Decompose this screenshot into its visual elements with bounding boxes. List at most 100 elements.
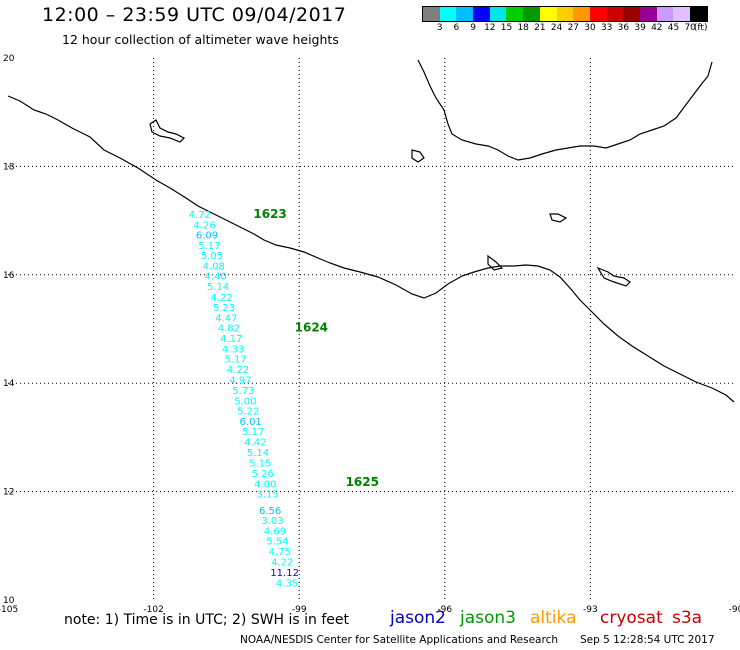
wave-height-value: 4.97: [229, 376, 251, 387]
colorbar-label: 36: [617, 23, 630, 33]
colorbar-swatch: [656, 7, 674, 21]
credit-text: NOAA/NESDIS Center for Satellite Applica…: [240, 634, 558, 646]
wave-height-value: 4.17: [220, 334, 242, 345]
wave-height-value: 4.40: [205, 272, 227, 283]
coastline-gulf: [417, 59, 713, 161]
satellite-track: 4.724.266.095.175.054.084.405.144.225.23…: [189, 210, 299, 590]
wave-height-value: 4.00: [254, 479, 276, 490]
wave-height-value: 5.73: [232, 386, 254, 397]
pass-number-label: 1623: [253, 207, 286, 221]
wave-height-value: 4.22: [210, 293, 232, 304]
wave-height-value: 5.00: [234, 396, 256, 407]
colorbar-unit: (ft): [693, 23, 708, 33]
wave-height-value: 6.56: [259, 506, 281, 517]
lat-tick-label: 20: [3, 54, 15, 64]
colorbar-label: 70: [684, 23, 696, 33]
colorbar-label: 6: [453, 23, 460, 33]
map-gridlines: [8, 58, 736, 600]
lon-tick-label: -102: [143, 605, 163, 615]
colorbar-label: 3: [436, 23, 443, 33]
island-3: [549, 213, 568, 223]
colorbar-swatch: [439, 7, 457, 21]
wave-height-value: 5.15: [249, 459, 271, 470]
wave-height-value: 5.17: [242, 427, 264, 438]
colorbar-label: 30: [584, 23, 596, 33]
colorbar-swatch: [673, 7, 690, 21]
colorbar-label: 21: [534, 23, 546, 33]
colorbar-swatch: [523, 7, 540, 21]
wave-height-value: 5.22: [237, 407, 259, 418]
pass-labels: 1623 1624 1625: [253, 207, 379, 489]
lat-tick-label: 16: [3, 271, 15, 281]
pass-number-label: 1624: [295, 321, 328, 335]
wave-height-value: 5.14: [207, 282, 229, 293]
wave-height-value: 6.09: [196, 230, 218, 241]
colorbar-label: 24: [550, 23, 563, 33]
pass-number-label: 1625: [346, 475, 379, 489]
lon-tick-label: -105: [0, 605, 18, 615]
wave-height-value: 4.26: [193, 221, 215, 232]
island-2: [411, 149, 425, 163]
colorbar-swatch: [456, 7, 474, 21]
colorbar-swatch: [639, 7, 657, 21]
colorbar-label: 9: [470, 23, 476, 33]
colorbar-swatch: [473, 7, 490, 21]
colorbar-label: 15: [500, 23, 513, 33]
wave-height-value: 4.35: [276, 578, 298, 589]
wave-height-value: 4.22: [271, 557, 293, 568]
legend-item-jason2: jason2: [390, 608, 446, 628]
colorbar-label: 45: [667, 23, 680, 33]
wave-height-value: 4.22: [227, 365, 249, 376]
island-4: [596, 266, 631, 287]
legend-item-altika: altika: [530, 608, 577, 628]
lat-tick-label: 10: [3, 596, 15, 606]
lon-tick-label: -96: [437, 605, 452, 615]
wave-height-value: 4.75: [269, 547, 291, 558]
legend-item-cryosat: cryosat: [600, 608, 663, 628]
wave-height-colorbar: [422, 6, 708, 22]
colorbar-label: 33: [600, 23, 613, 33]
page-subtitle: 12 hour collection of altimeter wave hei…: [62, 32, 339, 47]
coastline-mexico-pacific: [7, 95, 735, 403]
colorbar-label: 42: [651, 23, 663, 33]
generated-timestamp: Sep 5 12:28:54 UTC 2017: [580, 634, 715, 646]
wave-height-value: 4.69: [264, 526, 286, 537]
wave-height-value: 5.26: [252, 469, 274, 480]
wave-height-value: 5.23: [213, 303, 235, 314]
island-1: [149, 119, 186, 143]
colorbar-swatch: [690, 7, 707, 21]
wave-height-value: 5.05: [201, 251, 223, 262]
wave-height-value: 6.01: [240, 417, 262, 428]
wave-height-value: 4.42: [244, 438, 266, 449]
wave-height-value: 5.17: [198, 241, 220, 252]
wave-height-value: 5.17: [224, 355, 246, 366]
wave-height-value: 5.14: [247, 448, 269, 459]
colorbar-label: 27: [567, 23, 580, 33]
colorbar-swatch: [573, 7, 590, 21]
page-title: 12:00 – 23:59 UTC 09/04/2017: [42, 4, 347, 26]
colorbar-label: 39: [634, 23, 646, 33]
wave-height-value: 11.12: [270, 568, 299, 579]
wave-height-value: 5.54: [266, 537, 288, 548]
lon-tick-label: -99: [292, 605, 307, 615]
colorbar-swatch: [556, 7, 574, 21]
wave-height-value: 3.03: [261, 516, 283, 527]
legend-item-s3a: s3a: [672, 608, 703, 628]
colorbar-swatch: [606, 7, 624, 21]
wave-height-value: 3.15: [257, 490, 279, 501]
colorbar-labels: 3 6 9 12 15 18 21 24 27 30 33 36 39 42 45 70 (ft): [422, 23, 740, 35]
colorbar-swatch: [539, 7, 557, 21]
wave-height-value: 4.72: [189, 210, 211, 221]
colorbar-swatch: [589, 7, 607, 21]
colorbar-swatch: [489, 7, 507, 21]
colorbar-label: 18: [517, 23, 529, 33]
colorbar-label: 12: [484, 23, 496, 33]
axis-tick-labels: -105 -102 -99 -96 -93 -90 20 18 16 14 12 10: [0, 54, 740, 615]
lon-tick-label: -90: [729, 605, 740, 615]
island-5: [487, 254, 504, 271]
lat-tick-label: 12: [3, 488, 14, 498]
colorbar-swatch: [623, 7, 640, 21]
wave-height-value: 4.08: [203, 261, 225, 272]
lat-tick-label: 18: [3, 162, 15, 172]
